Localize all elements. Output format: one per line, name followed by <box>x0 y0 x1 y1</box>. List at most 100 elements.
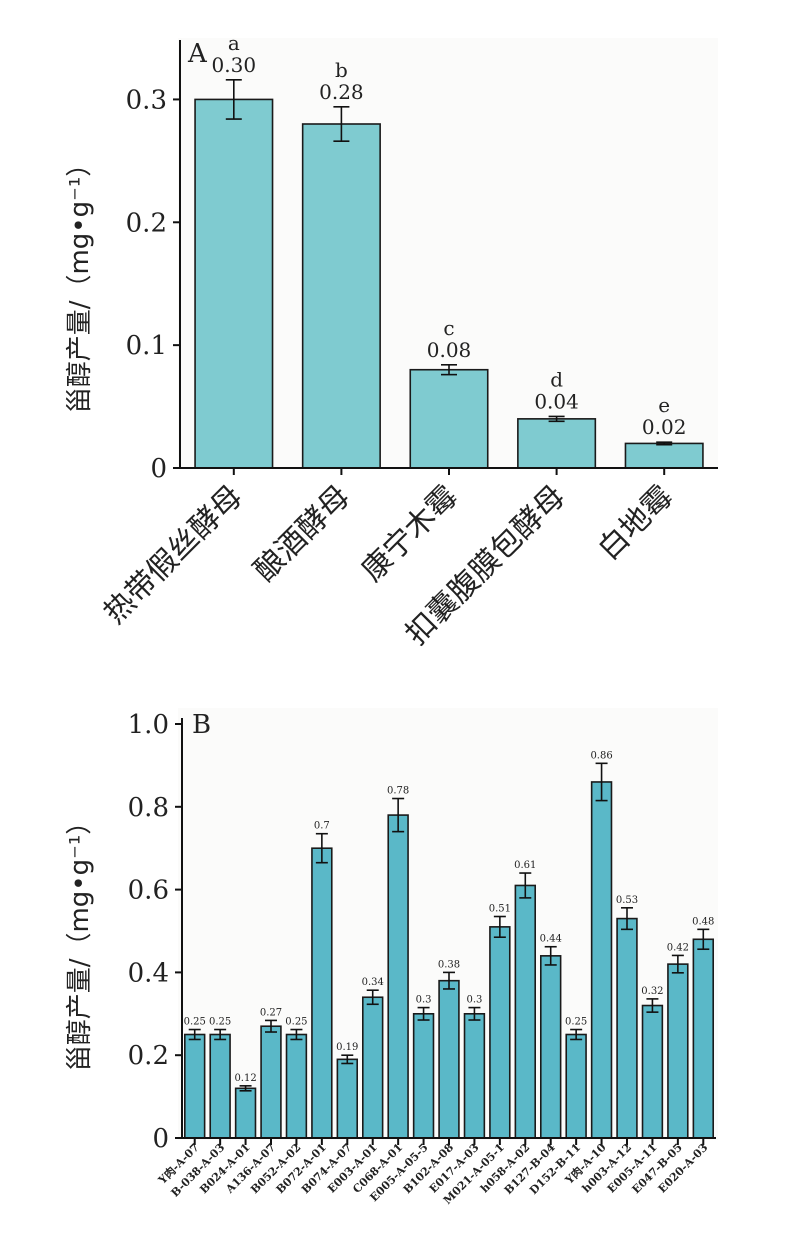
error-bar <box>519 872 532 899</box>
data-label: 0.38 <box>438 959 460 970</box>
bar <box>539 955 562 1139</box>
data-label: 0.19 <box>336 1042 358 1053</box>
bar <box>641 1004 664 1139</box>
bar <box>387 814 409 1139</box>
y-tick-label: 0.3 <box>126 85 167 115</box>
bar <box>361 996 384 1139</box>
error-bar <box>225 78 242 120</box>
data-label: 0.25 <box>184 1017 206 1028</box>
panel-a-y-axis-label: 甾醇产量/（mg•g⁻¹） <box>65 151 95 414</box>
bar <box>616 917 638 1139</box>
y-tick-label: 0.4 <box>128 958 169 988</box>
data-label: 0.44 <box>540 934 562 945</box>
y-tick-label: 0 <box>150 454 167 484</box>
error-bar <box>315 832 328 864</box>
data-label: 0.3 <box>416 995 432 1006</box>
error-bar <box>333 106 350 142</box>
data-label: 0.34 <box>362 977 384 988</box>
bar <box>234 1087 257 1139</box>
bar <box>336 1058 359 1139</box>
x-tick-label: 酿酒酵母 <box>247 479 357 589</box>
error-bar <box>468 1006 481 1021</box>
y-tick-label: 0.2 <box>126 208 167 238</box>
bar <box>285 1033 308 1139</box>
panel-b-bars: 0.25 0.250.120.270.250.70.190.340.780.30.… <box>183 750 715 1139</box>
y-tick-label: 0.6 <box>128 876 169 906</box>
bar <box>514 884 537 1139</box>
data-label: 0.7 <box>314 821 330 832</box>
error-bar <box>214 1028 227 1041</box>
y-tick-label: 0.2 <box>128 1041 169 1071</box>
y-tick-label: 0.8 <box>128 793 169 823</box>
bar <box>301 123 381 469</box>
data-label: 0.51 <box>489 904 511 915</box>
data-label: 0.48 <box>692 916 714 927</box>
panel-b-y-axis-label: 甾醇产量/（mg•g⁻¹） <box>65 809 95 1072</box>
bar <box>311 847 333 1139</box>
error-bar <box>621 907 633 931</box>
bar <box>667 963 689 1139</box>
error-bar <box>548 415 565 423</box>
panel-a-chart: A 甾醇产量/（mg•g⁻¹） 0.30a0.28b0.08c0.04d0.02… <box>65 31 718 652</box>
error-bar <box>417 1006 430 1021</box>
error-bar <box>441 363 457 376</box>
bar <box>624 442 704 469</box>
error-bar <box>493 915 506 939</box>
bar <box>692 938 715 1139</box>
x-tick-label: 白地霉 <box>591 479 679 567</box>
y-tick-label: 0.1 <box>126 331 167 361</box>
bar <box>565 1033 587 1139</box>
data-label: 0.25 <box>209 1017 231 1028</box>
x-tick-label: 康宁木霉 <box>355 479 465 589</box>
bar <box>209 1033 231 1139</box>
error-bar <box>392 797 405 833</box>
bar <box>183 1033 206 1139</box>
error-bar <box>341 1054 354 1065</box>
data-label: 0.86 <box>590 750 612 761</box>
bar <box>412 1012 435 1139</box>
bar <box>590 781 613 1139</box>
error-bar <box>671 954 684 974</box>
data-label: 0.32 <box>641 986 663 997</box>
data-label: 0.3 <box>466 995 482 1006</box>
significance-letter: b <box>335 58 348 82</box>
bar <box>194 98 274 469</box>
error-bar <box>656 441 673 446</box>
data-label: 0.04 <box>534 389 579 413</box>
error-bar <box>570 1028 583 1041</box>
error-bar <box>646 998 659 1013</box>
bar <box>517 418 597 469</box>
x-tick-label: 热带假丝酵母 <box>97 479 249 631</box>
data-label: 0.42 <box>667 942 689 953</box>
significance-letter: d <box>550 367 563 391</box>
data-label: 0.25 <box>565 1017 587 1028</box>
data-label: 0.12 <box>234 1073 256 1084</box>
error-bar <box>265 1019 277 1033</box>
panel-b-chart: B 甾醇产量/（mg•g⁻¹） 0.25 0.250.120.270.250.70… <box>65 708 718 1207</box>
panel-a-label: A <box>187 39 208 69</box>
significance-letter: c <box>443 316 454 340</box>
error-bar <box>188 1028 201 1041</box>
panel-b-label: B <box>192 710 211 740</box>
bar <box>409 368 489 469</box>
significance-letter: e <box>658 393 670 417</box>
y-tick-label: 0 <box>152 1124 169 1154</box>
data-label: 0.27 <box>260 1007 282 1018</box>
bar <box>463 1012 486 1139</box>
error-bar <box>697 928 710 951</box>
data-label: 0.53 <box>616 895 638 906</box>
y-tick-label: 1.0 <box>128 710 169 740</box>
significance-letter: a <box>228 31 240 55</box>
data-label: 0.25 <box>285 1017 307 1028</box>
error-bar <box>443 971 455 990</box>
bar <box>438 979 460 1139</box>
bar <box>260 1025 282 1139</box>
bar <box>489 926 511 1139</box>
data-label: 0.08 <box>427 338 472 362</box>
error-bar <box>239 1085 252 1092</box>
error-bar <box>366 989 379 1006</box>
error-bar <box>290 1028 303 1041</box>
panel-a-bars: 0.30a 0.28b 0.08c 0.04d 0.02e <box>194 31 704 469</box>
data-label: 0.61 <box>514 860 536 871</box>
